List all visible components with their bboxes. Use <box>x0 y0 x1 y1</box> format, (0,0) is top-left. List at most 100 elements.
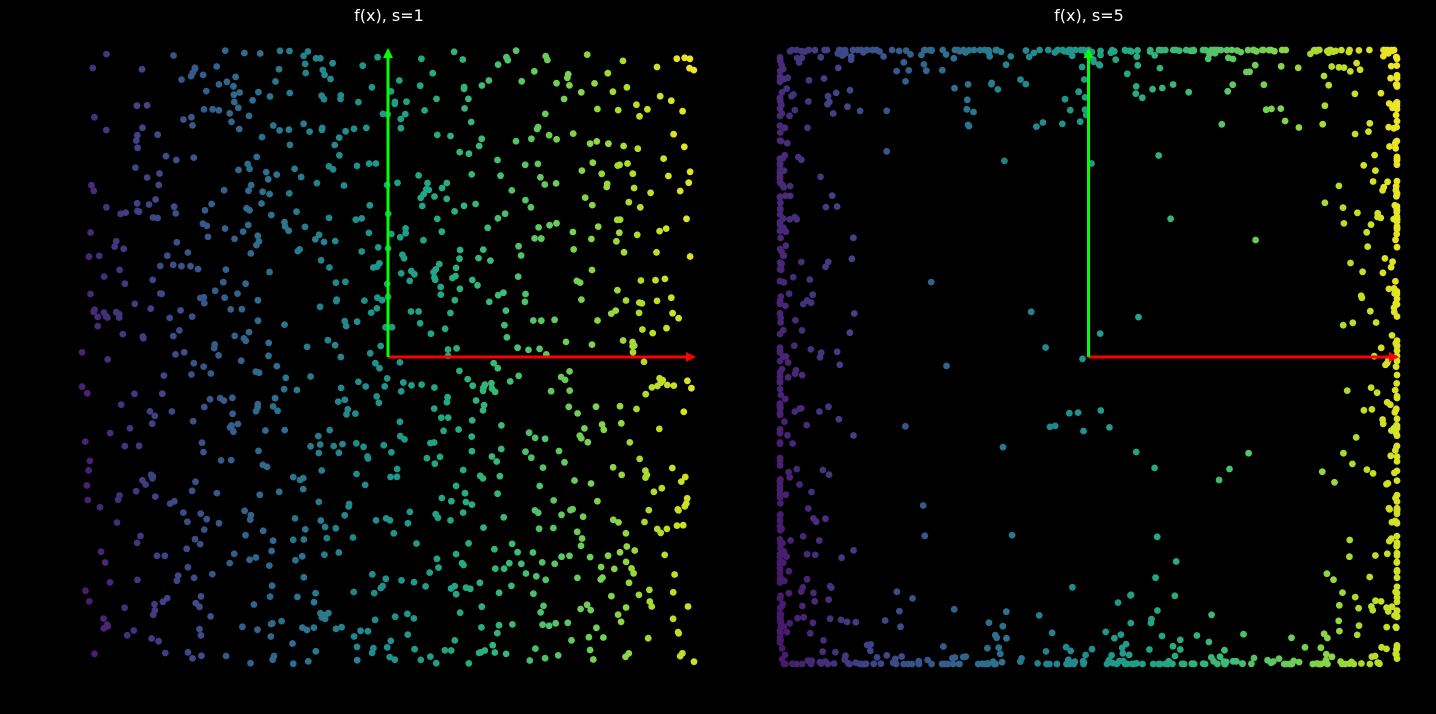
scatter-point <box>353 162 361 170</box>
scatter-point <box>352 439 360 447</box>
scatter-point <box>1351 130 1359 138</box>
scatter-point <box>133 539 141 547</box>
scatter-point <box>776 409 784 417</box>
scatter-point <box>690 66 698 74</box>
scatter-point <box>323 534 331 542</box>
scatter-point <box>783 628 791 636</box>
scatter-point <box>318 467 326 474</box>
scatter-point <box>1393 394 1401 402</box>
scatter-point <box>265 339 273 347</box>
scatter-point <box>1367 384 1375 391</box>
scatter-point <box>782 242 790 250</box>
scatter-point <box>199 220 207 228</box>
scatter-point <box>644 634 652 642</box>
scatter-point <box>342 127 349 135</box>
scatter-point <box>327 75 334 83</box>
scatter-point <box>1351 90 1359 98</box>
scatter-point <box>781 395 789 403</box>
scatter-point <box>247 181 255 189</box>
scatter-point <box>1388 332 1396 339</box>
scatter-point <box>357 627 364 635</box>
scatter-point <box>1392 405 1400 413</box>
scatter-point <box>245 328 253 336</box>
scatter-point <box>349 534 357 541</box>
scatter-point <box>312 647 320 655</box>
scatter-point <box>220 186 228 194</box>
scatter-point <box>429 69 437 77</box>
scatter-point <box>406 508 414 516</box>
scatter-point <box>622 604 630 611</box>
scatter-point <box>289 536 297 544</box>
scatter-point <box>342 322 350 330</box>
scatter-point <box>1138 94 1146 102</box>
scatter-point <box>1393 123 1400 131</box>
scatter-point <box>866 647 874 655</box>
scatter-point <box>779 65 787 73</box>
scatter-point <box>900 660 908 668</box>
scatter-point <box>545 622 553 630</box>
scatter-point <box>633 101 640 109</box>
scatter-point <box>801 48 809 55</box>
scatter-point <box>331 341 339 349</box>
scatter-point <box>1386 401 1394 409</box>
scatter-point <box>591 80 598 87</box>
scatter-point <box>1079 657 1087 665</box>
scatter-point <box>90 187 98 195</box>
scatter-point <box>628 565 635 572</box>
scatter-point <box>337 92 345 99</box>
scatter-point <box>660 155 667 163</box>
scatter-point <box>791 408 799 415</box>
scatter-point <box>779 326 787 334</box>
scatter-point <box>455 426 462 433</box>
scatter-point <box>841 655 849 663</box>
scatter-point <box>625 579 633 587</box>
scatter-point <box>142 481 150 488</box>
scatter-point <box>1156 660 1164 668</box>
scatter-point <box>178 76 185 83</box>
scatter-point <box>134 144 142 152</box>
scatter-point <box>143 101 151 109</box>
scatter-point <box>488 453 496 460</box>
scatter-point <box>1133 53 1141 60</box>
scatter-point <box>265 352 272 360</box>
scatter-point <box>315 231 323 239</box>
scatter-point <box>381 383 389 390</box>
scatter-point <box>993 634 1001 642</box>
scatter-point <box>180 348 188 356</box>
scatter-point <box>262 168 270 176</box>
scatter-point <box>276 126 283 134</box>
scatter-point <box>535 224 542 231</box>
scatter-point <box>777 629 784 637</box>
scatter-point <box>1323 47 1331 55</box>
scatter-point <box>669 309 676 317</box>
scatter-point <box>794 153 802 161</box>
scatter-point <box>517 252 525 259</box>
scatter-point <box>189 655 196 662</box>
scatter-point <box>677 478 685 485</box>
scatter-point <box>1217 46 1225 54</box>
scatter-point <box>1353 631 1361 639</box>
scatter-point <box>221 225 229 232</box>
scatter-point <box>200 403 208 411</box>
scatter-point <box>670 130 677 138</box>
scatter-point <box>683 215 690 223</box>
scatter-point <box>410 615 418 622</box>
scatter-point <box>444 393 451 401</box>
scatter-point <box>333 296 341 303</box>
scatter-point <box>897 623 904 631</box>
scatter-point <box>397 124 405 132</box>
scatter-point <box>681 473 689 481</box>
scatter-point <box>613 237 620 245</box>
scatter-point <box>296 246 303 253</box>
scatter-point <box>786 473 794 481</box>
scatter-point <box>784 359 792 366</box>
scatter-point <box>460 83 468 91</box>
scatter-point <box>393 473 401 481</box>
scatter-point <box>1072 46 1079 54</box>
scatter-point <box>321 523 329 531</box>
scatter-point <box>306 128 313 136</box>
scatter-point <box>275 65 283 73</box>
scatter-point <box>275 488 283 496</box>
scatter-point <box>867 641 875 648</box>
scatter-point <box>269 403 277 410</box>
